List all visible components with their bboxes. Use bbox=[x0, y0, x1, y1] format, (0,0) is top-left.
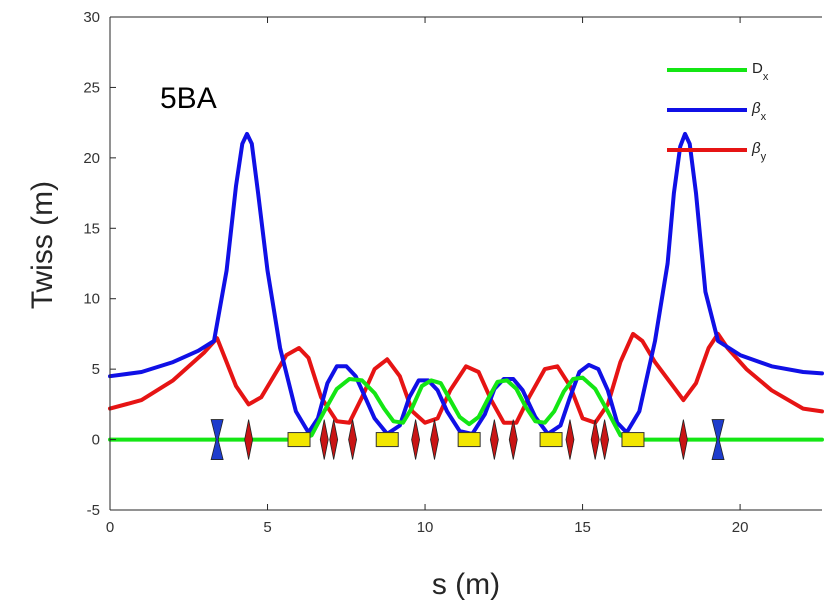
y-tick-label: 20 bbox=[83, 150, 100, 167]
lattice-annotation: 5BA bbox=[160, 82, 217, 115]
tick-labels: 0 5 10 15 20 -5 0 5 10 15 20 25 30 bbox=[83, 9, 748, 536]
y-tick-label: 10 bbox=[83, 291, 100, 308]
focusing-quadrupole bbox=[565, 419, 575, 460]
focusing-quadrupole bbox=[244, 419, 254, 460]
y-tick-label: 15 bbox=[83, 220, 100, 237]
defocusing-quadrupole bbox=[210, 419, 224, 460]
focusing-quadrupole bbox=[489, 419, 499, 460]
focusing-quadrupole bbox=[319, 419, 329, 460]
axes bbox=[109, 16, 822, 511]
dipole-magnet bbox=[621, 432, 645, 448]
focusing-quadrupole bbox=[348, 419, 357, 460]
legend-label-betax: βx bbox=[751, 100, 767, 123]
focusing-quadrupole bbox=[430, 419, 439, 460]
focusing-quadrupole bbox=[678, 419, 688, 460]
legend-label-betay: βy bbox=[751, 140, 767, 163]
x-tick-label: 10 bbox=[417, 519, 434, 536]
y-axis-title: Twiss (m) bbox=[26, 181, 59, 309]
focusing-quadrupole bbox=[590, 419, 600, 460]
focusing-quadrupole bbox=[329, 419, 339, 460]
series-line-Dx bbox=[108, 375, 824, 442]
focusing-quadrupole bbox=[600, 419, 610, 460]
x-tick-label: 5 bbox=[263, 519, 271, 536]
dipole-magnet bbox=[375, 432, 399, 448]
focusing-quadrupole bbox=[508, 419, 518, 460]
y-tick-label: -5 bbox=[87, 502, 100, 519]
y-tick-label: 25 bbox=[83, 79, 100, 96]
focusing-quadrupole bbox=[411, 419, 421, 460]
y-tick-label: 30 bbox=[83, 9, 100, 26]
y-tick-label: 5 bbox=[92, 361, 100, 378]
dipole-magnet bbox=[539, 432, 563, 448]
dipole-magnet bbox=[457, 432, 481, 448]
legend-label-dx: Dx bbox=[752, 60, 769, 83]
legend: Dx βx βy bbox=[667, 60, 769, 163]
lattice-elements bbox=[210, 419, 725, 460]
dipole-magnet bbox=[287, 432, 311, 448]
x-tick-label: 0 bbox=[106, 519, 114, 536]
x-tick-label: 15 bbox=[574, 519, 591, 536]
series-line-βy bbox=[108, 331, 824, 425]
defocusing-quadrupole bbox=[711, 419, 725, 460]
x-tick-label: 20 bbox=[732, 519, 749, 536]
x-axis-title: s (m) bbox=[432, 568, 500, 601]
y-tick-label: 0 bbox=[92, 432, 100, 449]
